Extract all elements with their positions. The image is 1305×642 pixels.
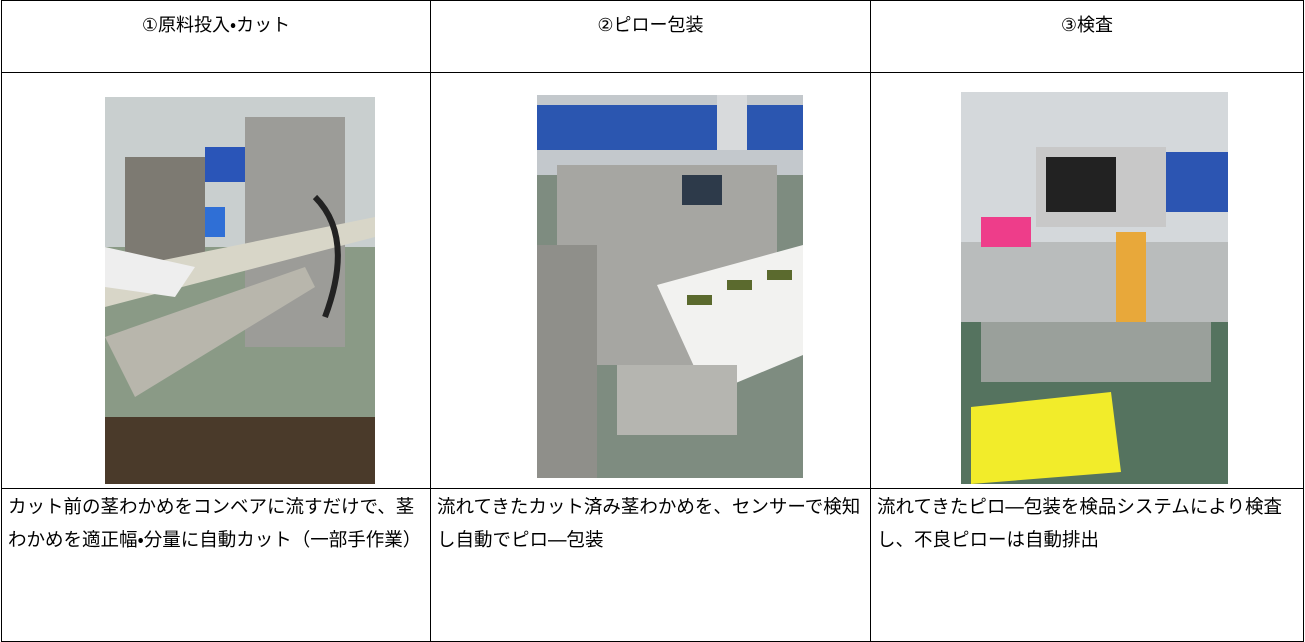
header-cell: ②ピロー包装	[430, 0, 871, 73]
description-cell: カット前の茎わかめをコンベアに流すだけで、茎わかめを適正幅・分量に自動カット（一…	[1, 488, 431, 642]
header-cell: ①原料投入・カット	[1, 0, 431, 73]
header-row: ①原料投入・カット ②ピロー包装 ③検査	[1, 0, 1304, 73]
description-cell: 流れてきたカット済み茎わかめを、センサーで検知し自動でピロ―包装	[430, 488, 871, 642]
photo-inspection-system	[961, 92, 1228, 484]
photo-cutting-machine	[105, 97, 375, 484]
header-cell: ③検査	[870, 0, 1304, 73]
photo-cell	[430, 72, 871, 489]
photo-cell	[1, 72, 431, 489]
photo-pillow-packer	[537, 95, 803, 478]
description-row: カット前の茎わかめをコンベアに流すだけで、茎わかめを適正幅・分量に自動カット（一…	[1, 488, 1304, 642]
photo-row	[1, 72, 1304, 489]
photo-cell	[870, 72, 1304, 489]
description-cell: 流れてきたピロ―包装を検品システムにより検査し、不良ピローは自動排出	[870, 488, 1304, 642]
